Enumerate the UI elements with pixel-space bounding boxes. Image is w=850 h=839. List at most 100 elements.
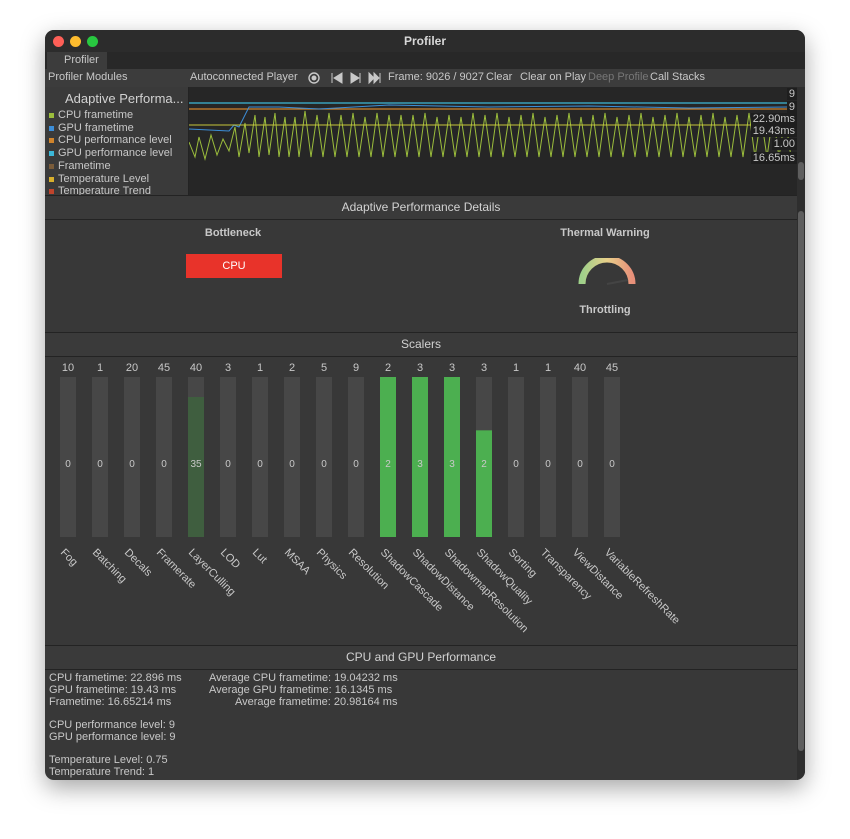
scalers-chart: 100Fog10Batching200Decals450Framerate403… — [58, 362, 682, 635]
module-panel: Adaptive Performa... CPU frametime GPU fr… — [45, 87, 189, 195]
legend-swatch — [49, 189, 54, 195]
performance-average: Average GPU frametime: 16.1345 ms — [209, 684, 393, 696]
scaler-value: 0 — [545, 459, 551, 470]
scaler-max: 40 — [574, 362, 586, 374]
scaler-value: 0 — [289, 459, 295, 470]
scaler-max: 40 — [190, 362, 202, 374]
scaler-value: 35 — [190, 459, 202, 470]
scaler-bar — [380, 377, 396, 537]
scaler-max: 3 — [225, 362, 231, 374]
scaler-max: 1 — [545, 362, 551, 374]
modules-dropdown[interactable]: Profiler Modules — [48, 71, 128, 83]
scaler-track — [508, 377, 524, 537]
scaler-bar — [188, 397, 204, 537]
scaler-value: 2 — [481, 459, 487, 470]
graph-value-label: 9 — [786, 101, 797, 113]
scaler-max: 2 — [385, 362, 391, 374]
scaler-max: 1 — [97, 362, 103, 374]
legend-label: Temperature Level — [58, 172, 150, 185]
performance-average: Average frametime: 20.98164 ms — [235, 696, 398, 708]
scaler-value: 0 — [513, 459, 519, 470]
scaler-name: Batching — [90, 547, 129, 586]
zoom-button[interactable] — [87, 36, 98, 47]
bottleneck-value: CPU — [186, 254, 282, 278]
scalers-header: Scalers — [45, 332, 797, 357]
scaler-track — [540, 377, 556, 537]
scaler-max: 2 — [289, 362, 295, 374]
scaler-track — [316, 377, 332, 537]
clear-button[interactable]: Clear — [486, 71, 513, 83]
scaler-name: ShadowQuality — [474, 547, 535, 608]
scaler-value: 0 — [577, 459, 583, 470]
legend-swatch — [49, 138, 54, 144]
scaler-value: 0 — [321, 459, 327, 470]
scaler-track — [220, 377, 236, 537]
legend-swatch — [49, 163, 54, 169]
minimize-button[interactable] — [70, 36, 81, 47]
transport-controls[interactable] — [307, 70, 387, 86]
main-scrollbar[interactable] — [797, 195, 805, 780]
legend-swatch — [49, 151, 54, 157]
scaler-bar — [444, 377, 460, 537]
scaler-track — [572, 377, 588, 537]
thermal-gauge — [578, 258, 636, 285]
scaler-value: 0 — [225, 459, 231, 470]
scaler-value: 0 — [353, 459, 359, 470]
bottleneck-label: Bottleneck — [204, 227, 262, 239]
clear-on-play-button[interactable]: Clear on Play — [520, 71, 587, 83]
call-stacks-dropdown[interactable]: Call Stacks — [650, 71, 706, 83]
scaler-value: 0 — [97, 459, 103, 470]
details-header: Adaptive Performance Details — [45, 195, 797, 220]
legend-label: GPU performance level — [58, 147, 173, 160]
performance-line: GPU performance level: 9 — [49, 731, 176, 743]
scaler-track — [348, 377, 364, 537]
close-button[interactable] — [53, 36, 64, 47]
graph-value-label: 22.90ms — [750, 113, 797, 125]
scaler-max: 3 — [481, 362, 487, 374]
scaler-track — [604, 377, 620, 537]
scaler-value: 0 — [161, 459, 167, 470]
scaler-track — [92, 377, 108, 537]
graph-lines — [189, 102, 797, 161]
throttling-label: Throttling — [579, 304, 631, 316]
performance-line: Temperature Level: 0.75 — [49, 754, 168, 766]
scaler-value: 0 — [257, 459, 263, 470]
scaler-value: 2 — [385, 459, 391, 470]
scaler-name: Physics — [314, 547, 350, 583]
module-title[interactable]: Adaptive Performa... — [65, 91, 184, 106]
performance-line: Frametime: 16.65214 ms — [49, 696, 172, 708]
scaler-max: 5 — [321, 362, 327, 374]
graph-scrollbar[interactable] — [797, 87, 805, 195]
scaler-bar — [412, 377, 428, 537]
title-bar — [45, 30, 805, 52]
performance-header: CPU and GPU Performance — [45, 645, 797, 670]
scaler-value: 0 — [609, 459, 615, 470]
thermal-warning-label: Thermal Warning — [560, 227, 650, 239]
player-dropdown[interactable]: Autoconnected Player — [190, 71, 298, 83]
performance-line: Temperature Trend: 1 — [49, 766, 155, 778]
profiler-tab[interactable]: Profiler — [47, 52, 107, 69]
scaler-max: 3 — [417, 362, 423, 374]
legend-label: GPU frametime — [58, 121, 134, 134]
graph-value-label: 1.00 — [771, 138, 797, 150]
module-graph: 9 9 22.90ms 19.43ms 1.00 16.65ms — [189, 87, 797, 195]
scaler-track — [252, 377, 268, 537]
scaler-name: MSAA — [282, 547, 313, 578]
scaler-max: 1 — [513, 362, 519, 374]
frame-counter: Frame: 9026 / 9027 — [388, 71, 485, 83]
legend-swatch — [49, 113, 54, 118]
scaler-max: 20 — [126, 362, 138, 374]
graph-value-label: 19.43ms — [750, 125, 797, 137]
scaler-bar — [476, 430, 492, 537]
scaler-max: 45 — [158, 362, 170, 374]
legend-swatch — [49, 125, 54, 131]
scaler-track — [60, 377, 76, 537]
scaler-name: Lut — [250, 547, 269, 566]
performance-line: CPU frametime: 22.896 ms — [49, 672, 182, 684]
scaler-max: 10 — [62, 362, 74, 374]
deep-profile-button[interactable]: Deep Profile — [588, 71, 649, 83]
performance-line: GPU frametime: 19.43 ms — [49, 684, 177, 696]
tab-bar — [45, 52, 805, 69]
scaler-value: 3 — [449, 459, 455, 470]
